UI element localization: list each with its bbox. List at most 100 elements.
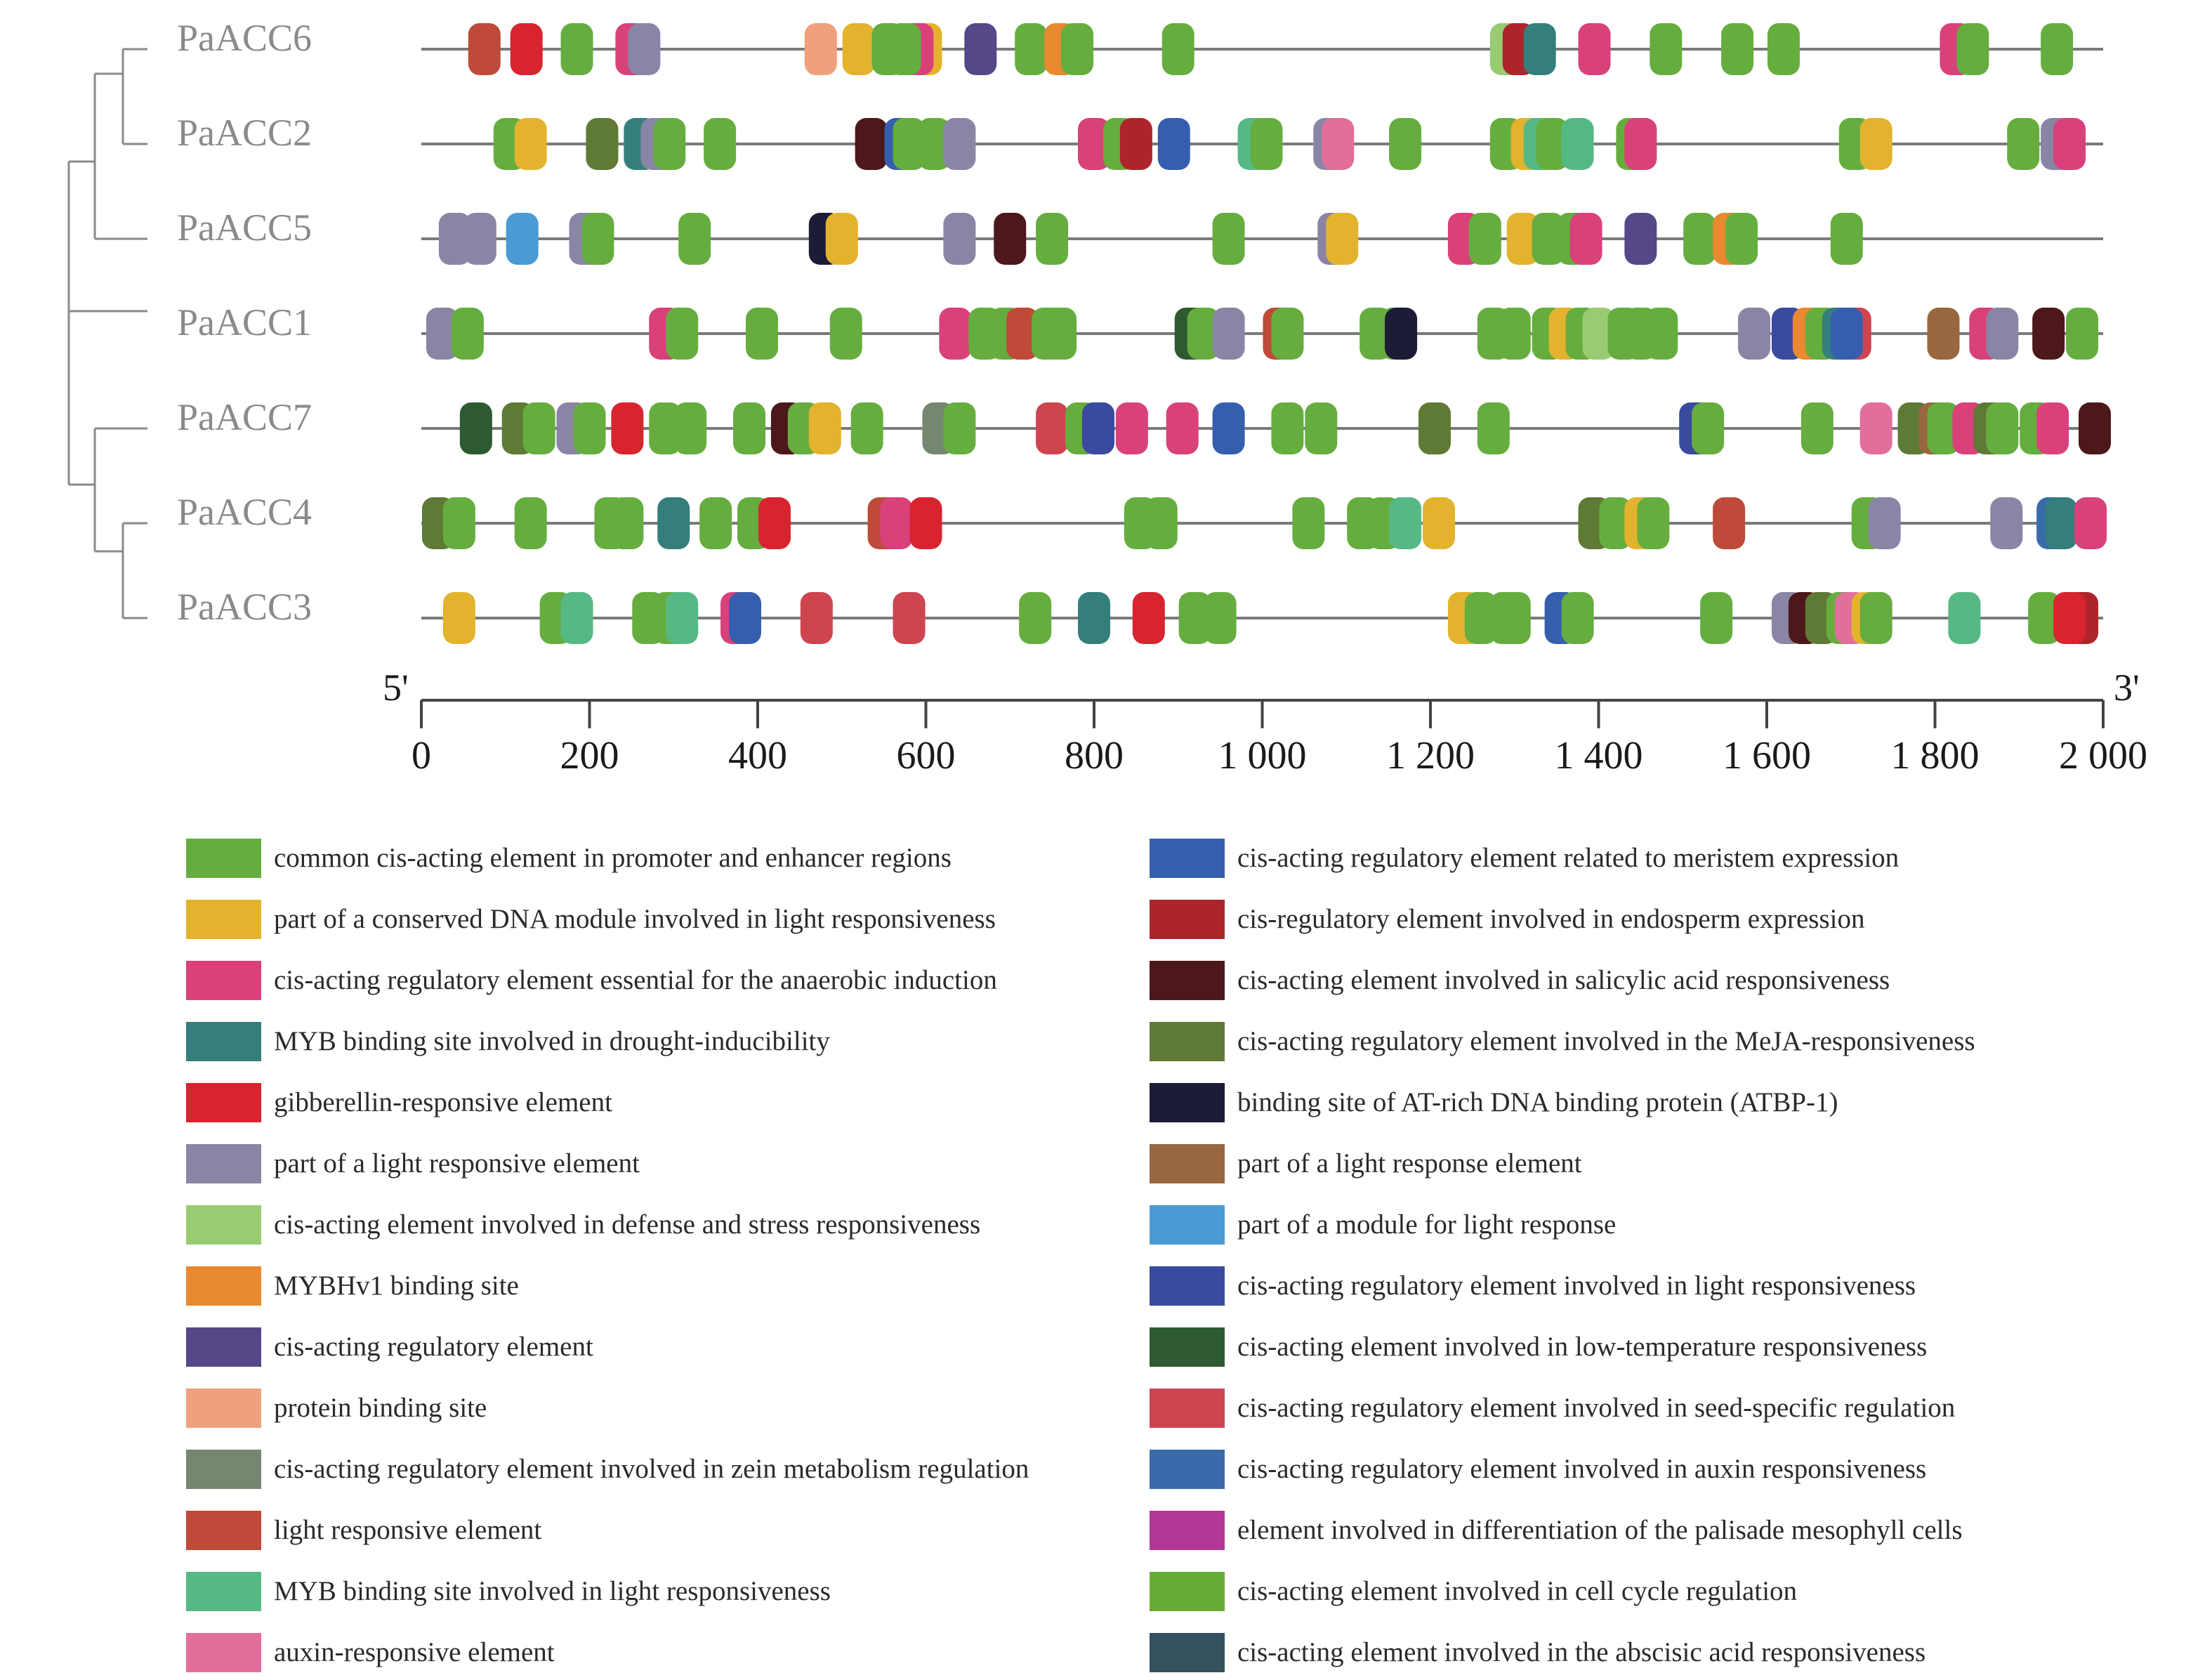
- cis-element-box: [1036, 213, 1069, 265]
- cis-element-box: [674, 402, 707, 454]
- legend-swatch: [186, 1389, 261, 1428]
- cis-element-box: [1145, 497, 1178, 549]
- cis-element-box: [522, 402, 555, 454]
- legend-label: gibberellin-responsive element: [274, 1087, 612, 1117]
- cis-element-box: [855, 118, 888, 170]
- cis-element-box: [666, 592, 699, 644]
- legend-label: MYB binding site involved in light respo…: [274, 1576, 831, 1606]
- cis-element-box: [1830, 308, 1863, 360]
- cis-element-box: [825, 213, 858, 265]
- legend-label: cis-acting regulatory element: [274, 1332, 593, 1362]
- cis-element-box: [943, 213, 976, 265]
- legend-swatch: [186, 1633, 261, 1672]
- legend-swatch: [1150, 1450, 1225, 1489]
- cis-element-box: [1868, 497, 1901, 549]
- cis-element-box: [2079, 402, 2112, 454]
- cis-element-box: [1956, 23, 1989, 75]
- cis-element-box: [1468, 213, 1501, 265]
- cis-element-box: [1830, 213, 1863, 265]
- phylogenetic-tree: [67, 48, 147, 619]
- legend-swatch: [186, 900, 261, 939]
- cis-element-box: [459, 402, 492, 454]
- legend-swatch: [1150, 1205, 1225, 1245]
- cis-element-box: [1599, 497, 1632, 549]
- cis-element-box: [1738, 308, 1771, 360]
- five-prime-label: 5': [383, 667, 409, 709]
- legend-swatch: [186, 1083, 261, 1122]
- legend-swatch: [1150, 839, 1225, 878]
- cis-element-box: [745, 308, 778, 360]
- gene-label: PaACC3: [177, 586, 312, 628]
- gene-label: PaACC4: [177, 491, 312, 533]
- legend-swatch: [186, 1144, 261, 1183]
- cis-element-box: [1132, 592, 1165, 644]
- cis-element-box: [1081, 402, 1114, 454]
- legend-label: cis-acting regulatory element involved i…: [1237, 1393, 1955, 1423]
- legend-swatch: [1150, 1144, 1225, 1183]
- cis-element-box: [1157, 118, 1190, 170]
- cis-element-box: [1986, 402, 2019, 454]
- cis-element-box: [1119, 118, 1152, 170]
- axis-tick-label: 1 600: [1723, 734, 1811, 777]
- cis-element-box: [426, 308, 459, 360]
- cis-element-box: [1212, 308, 1245, 360]
- cis-element-box: [514, 118, 547, 170]
- cis-element-box: [1506, 213, 1539, 265]
- cis-element-box: [1078, 118, 1110, 170]
- cis-element-box: [506, 213, 539, 265]
- cis-element-box: [510, 23, 543, 75]
- legend-label: cis-acting regulatory element involved i…: [274, 1454, 1029, 1484]
- cis-element-box: [2032, 308, 2065, 360]
- cis-element-box: [804, 23, 837, 75]
- legend-swatch: [186, 1266, 261, 1306]
- cis-element-box: [943, 118, 976, 170]
- cis-element-box: [909, 497, 942, 549]
- cis-element-box: [1624, 118, 1657, 170]
- cis-element-box: [1271, 308, 1304, 360]
- cis-element-box: [1569, 213, 1602, 265]
- cis-element-box: [1418, 402, 1451, 454]
- legend-label: cis-acting regulatory element involved i…: [1237, 1026, 1975, 1056]
- cis-element-box: [1683, 213, 1716, 265]
- cis-element-box: [1212, 402, 1245, 454]
- legend-swatch: [186, 1572, 261, 1611]
- legend-swatch: [186, 1205, 261, 1245]
- legend-label: cis-acting regulatory element involved i…: [1237, 1454, 1926, 1484]
- cis-element-box: [1015, 23, 1048, 75]
- cis-element-box: [1721, 23, 1754, 75]
- cis-element-box: [888, 23, 921, 75]
- cis-element-box: [758, 497, 791, 549]
- legend-label: MYB binding site involved in drought-ind…: [274, 1026, 830, 1056]
- gene-label: PaACC7: [177, 396, 312, 438]
- cis-element-box: [1422, 497, 1455, 549]
- cis-element-box: [628, 23, 661, 75]
- legend-label: cis-acting regulatory element essential …: [274, 965, 997, 995]
- cis-element-box: [1271, 402, 1304, 454]
- legend-label: part of a module for light response: [1237, 1209, 1616, 1240]
- cis-element-box: [1078, 592, 1110, 644]
- cis-element-box: [514, 497, 547, 549]
- legend-label: cis-acting regulatory element involved i…: [1237, 1271, 1916, 1301]
- cis-element-box: [829, 308, 862, 360]
- cis-element-box: [943, 402, 976, 454]
- cis-element-box: [1859, 118, 1892, 170]
- cis-element-box: [850, 402, 883, 454]
- legend-label: common cis-acting element in promoter an…: [274, 843, 952, 873]
- cis-element-box: [1725, 213, 1758, 265]
- cis-element-box: [1859, 402, 1892, 454]
- cis-element-box: [1385, 308, 1418, 360]
- legend-label: binding site of AT-rich DNA binding prot…: [1237, 1087, 1838, 1117]
- cis-element-box: [1990, 497, 2023, 549]
- cis-element-box: [1389, 497, 1422, 549]
- axis-tick-label: 400: [728, 734, 787, 777]
- cis-element-box: [2007, 118, 2040, 170]
- cis-element-box: [1161, 23, 1194, 75]
- legend-label: cis-acting element involved in defense a…: [274, 1209, 980, 1240]
- cis-element-box: [611, 402, 644, 454]
- cis-element-box: [666, 308, 699, 360]
- cis-element-box: [678, 213, 711, 265]
- axis-tick-label: 200: [560, 734, 619, 777]
- cis-element-box: [560, 592, 593, 644]
- cis-element-box: [1061, 23, 1094, 75]
- cis-element-box: [1561, 592, 1594, 644]
